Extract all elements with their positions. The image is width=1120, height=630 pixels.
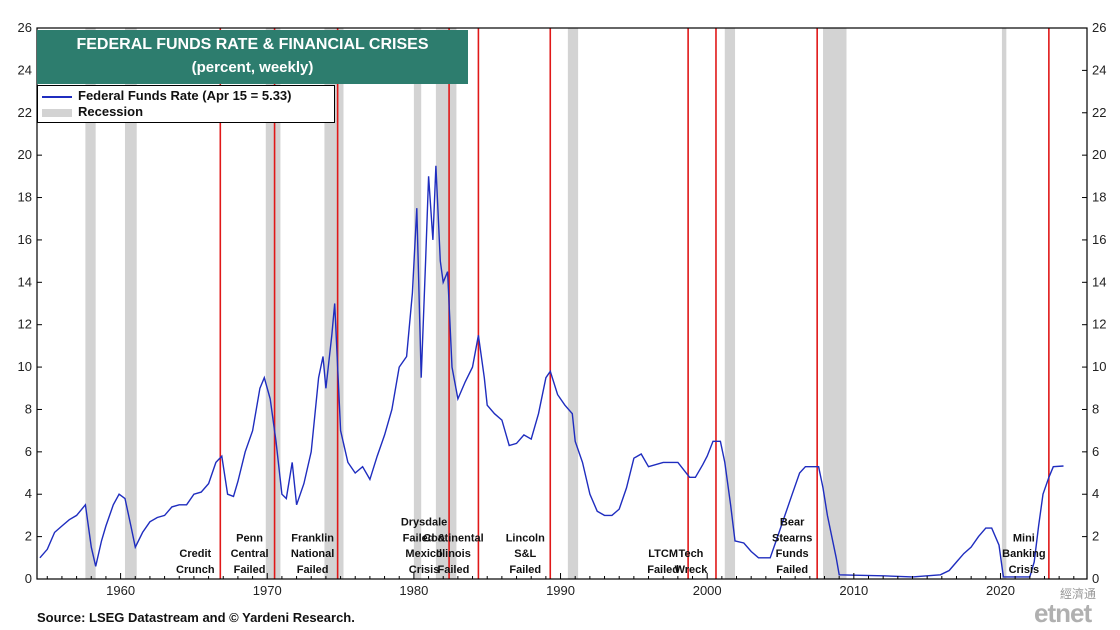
recession-band	[85, 28, 96, 579]
crisis-label-line: Failed	[647, 564, 679, 576]
y-tick-label-right: 14	[1092, 274, 1106, 289]
crisis-label-line: Mini	[1013, 532, 1035, 544]
crisis-label-line: Crisis	[1009, 564, 1040, 576]
crisis-label-line: Drysdale	[401, 517, 447, 529]
y-tick-label-left: 14	[18, 274, 32, 289]
legend-label-series: Federal Funds Rate (Apr 15 = 5.33)	[78, 88, 292, 103]
crisis-label-line: Failed	[438, 564, 470, 576]
x-tick-label: 1980	[399, 583, 428, 598]
recession-band	[1001, 28, 1007, 579]
y-tick-label-right: 16	[1092, 232, 1106, 247]
legend-item-recession: Recession	[42, 104, 143, 120]
y-tick-label-right: 26	[1092, 20, 1106, 35]
crisis-label-line: Failed &	[403, 532, 446, 544]
crisis-lines	[219, 28, 1050, 579]
crisis-label-line: Banking	[1002, 548, 1045, 560]
recession-band	[823, 28, 847, 579]
x-ticks: 1960 1970 1980 1990 2000 2010 2020	[46, 573, 1075, 598]
crisis-label-line: Failed	[234, 564, 266, 576]
plot-frame	[36, 27, 1088, 580]
x-tick-label: 1970	[253, 583, 282, 598]
y-tick-label-left: 22	[18, 105, 32, 120]
y-tick-label-left: 18	[18, 190, 32, 205]
y-tick-label-right: 10	[1092, 359, 1106, 374]
y-tick-label-right: 24	[1092, 62, 1106, 77]
crisis-label-line: Failed	[297, 564, 329, 576]
y-tick-label-right: 6	[1092, 444, 1099, 459]
y-tick-label-right: 22	[1092, 105, 1106, 120]
chart-subtitle: (percent, weekly)	[191, 59, 314, 76]
x-tick-label: 2020	[986, 583, 1015, 598]
legend-box-swatch	[42, 108, 72, 117]
legend-item-series: Federal Funds Rate (Apr 15 = 5.33)	[42, 88, 291, 104]
legend-label-recession: Recession	[78, 104, 144, 119]
x-tick-label: 2010	[839, 583, 868, 598]
recession-band	[435, 28, 457, 579]
crisis-label-line: Credit	[179, 548, 211, 560]
y-tick-label-left: 6	[25, 444, 32, 459]
crisis-label-line: Central	[231, 548, 269, 560]
y-tick-label-right: 0	[1092, 571, 1099, 586]
y-tick-label-left: 4	[25, 486, 32, 501]
y-tick-label-right: 12	[1092, 317, 1106, 332]
source-note: Source: LSEG Datastream and © Yardeni Re…	[37, 610, 355, 625]
y-tick-label-right: 4	[1092, 486, 1099, 501]
x-tick-label: 1960	[106, 583, 135, 598]
crisis-label-line: Failed	[509, 564, 541, 576]
crisis-annotations: Credit Crunch Penn Central Failed Franklin Nat…	[176, 517, 1046, 576]
crisis-label-line: Illinois	[436, 548, 471, 560]
crisis-label-line: Continental	[423, 532, 484, 544]
crisis-label-line: Crunch	[176, 564, 215, 576]
crisis-label-line: Failed	[776, 564, 808, 576]
y-tick-label-left: 10	[18, 359, 32, 374]
crisis-label-line: Wreck	[675, 564, 709, 576]
recession-band	[724, 28, 736, 579]
watermark-logo: etnet	[1034, 598, 1092, 628]
x-tick-label: 1990	[546, 583, 575, 598]
recession-band	[413, 28, 422, 579]
y-tick-label-left: 8	[25, 401, 32, 416]
crisis-label-line: National	[291, 548, 334, 560]
y-tick-label-left: 24	[18, 62, 32, 77]
recession-band	[567, 28, 579, 579]
recession-band	[124, 28, 137, 579]
crisis-label-line: Funds	[776, 548, 809, 560]
series	[39, 165, 1064, 578]
crisis-label-line: Franklin	[291, 532, 334, 544]
crisis-label-line: S&L	[514, 548, 536, 560]
x-tick-label: 2000	[693, 583, 722, 598]
y-tick-label-right: 18	[1092, 190, 1106, 205]
crisis-label-line: Bear	[780, 517, 805, 529]
chart-title-box: FEDERAL FUNDS RATE & FINANCIAL CRISES (p…	[37, 30, 468, 84]
y-tick-label-left: 12	[18, 317, 32, 332]
recession-band	[324, 28, 344, 579]
crisis-label-line: Tech	[679, 548, 704, 560]
watermark-cn: 經濟通	[1060, 587, 1097, 601]
crisis-label-line: Crisis	[409, 564, 440, 576]
y-tick-label-left: 26	[18, 20, 32, 35]
y-tick-label-right: 20	[1092, 147, 1106, 162]
crisis-label-line: Stearns	[772, 532, 812, 544]
crisis-label-line: Mexico	[405, 548, 443, 560]
y-tick-label-left: 20	[18, 147, 32, 162]
legend-line-swatch	[42, 95, 72, 98]
recession-bands	[85, 28, 1007, 579]
y-tick-label-left: 16	[18, 232, 32, 247]
y-tick-label-left: 2	[25, 529, 32, 544]
crisis-label-line: Penn	[236, 532, 263, 544]
y-tick-label-right: 8	[1092, 401, 1099, 416]
crisis-label-line: LTCM	[648, 548, 678, 560]
y-tick-label-left: 0	[25, 571, 32, 586]
legend: Federal Funds Rate (Apr 15 = 5.33) Reces…	[37, 85, 335, 123]
crisis-label-line: Lincoln	[506, 532, 545, 544]
y-tick-label-right: 2	[1092, 529, 1099, 544]
chart-title: FEDERAL FUNDS RATE & FINANCIAL CRISES	[76, 36, 429, 53]
series-line-federal-funds-rate	[39, 165, 1064, 578]
recession-band	[265, 28, 281, 579]
